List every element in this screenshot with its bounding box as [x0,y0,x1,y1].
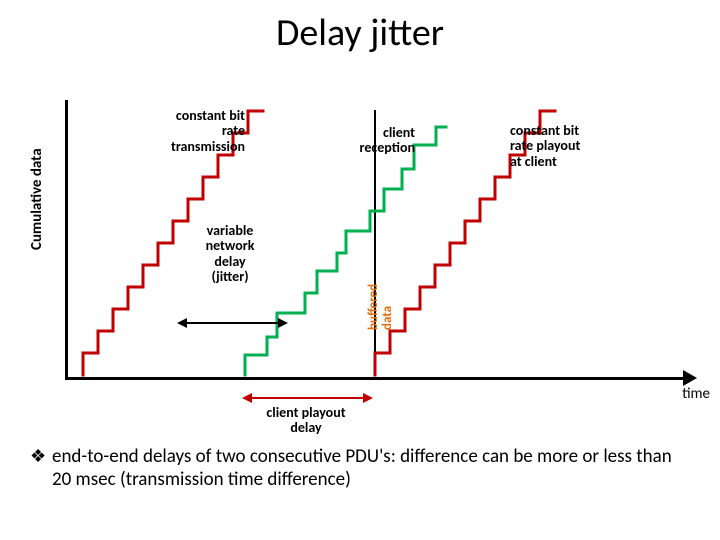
buffered-data-label: buffered [367,284,380,330]
playout-delay-label: client playout delay [246,405,366,436]
variable-delay-arrow-icon [185,322,280,324]
bullet-content: end-to-end delays of two consecutive PDU… [52,445,690,491]
playout-delay-arrow-icon [250,397,365,399]
buffered-data-label: data [381,306,394,330]
transmission-label: constant bit rate transmission [135,108,245,154]
chart-area: constant bit rate transmission client re… [65,100,685,380]
reception-label: client reception [335,125,415,156]
variable-delay-label: variable network delay (jitter) [190,223,270,285]
bullet-text: ❖ end-to-end delays of two consecutive P… [30,445,690,491]
y-axis-label: Cumulative data [28,148,46,250]
page-title: Delay jitter [0,0,720,56]
playout-label: constant bit rate playout at client [510,123,620,169]
bullet-icon: ❖ [30,445,52,491]
x-axis-label: time [682,385,710,403]
x-axis-arrowhead-icon [683,370,697,386]
